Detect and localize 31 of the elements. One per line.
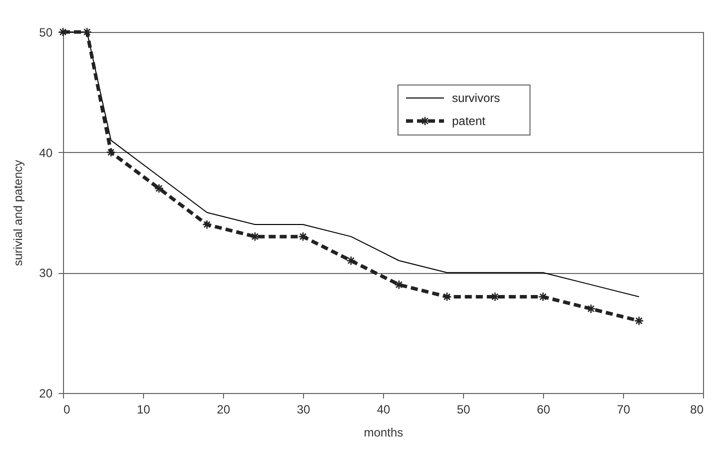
point <box>346 256 356 266</box>
x-tick-label: 80 <box>690 402 704 416</box>
x-tick-label: 70 <box>616 402 630 416</box>
point <box>490 292 500 302</box>
y-tick-label: 30 <box>39 266 53 280</box>
point <box>154 184 164 194</box>
y-tick-label: 20 <box>39 386 53 400</box>
legend-label: survivors <box>452 91 500 105</box>
x-tick-label: 40 <box>376 402 390 416</box>
point <box>442 292 452 302</box>
point <box>538 292 548 302</box>
y-tick-label: 40 <box>39 146 53 160</box>
point <box>394 280 404 290</box>
x-tick-label: 0 <box>64 402 70 416</box>
x-tick-label: 20 <box>216 402 230 416</box>
point <box>250 232 260 242</box>
y-tick-label: 50 <box>39 26 53 40</box>
point <box>586 304 596 314</box>
point <box>106 148 116 158</box>
x-axis-title: months <box>364 426 404 440</box>
x-tick-label: 50 <box>456 402 470 416</box>
point <box>634 316 644 326</box>
point <box>298 232 308 242</box>
x-tick-label: 30 <box>296 402 310 416</box>
x-tick-label: 60 <box>536 402 550 416</box>
x-tick-label: 10 <box>136 402 150 416</box>
point <box>202 220 212 230</box>
y-axis-title: surivial and patency <box>11 160 26 266</box>
legend-label: patent <box>452 114 486 128</box>
point <box>82 27 92 37</box>
point <box>58 27 68 37</box>
